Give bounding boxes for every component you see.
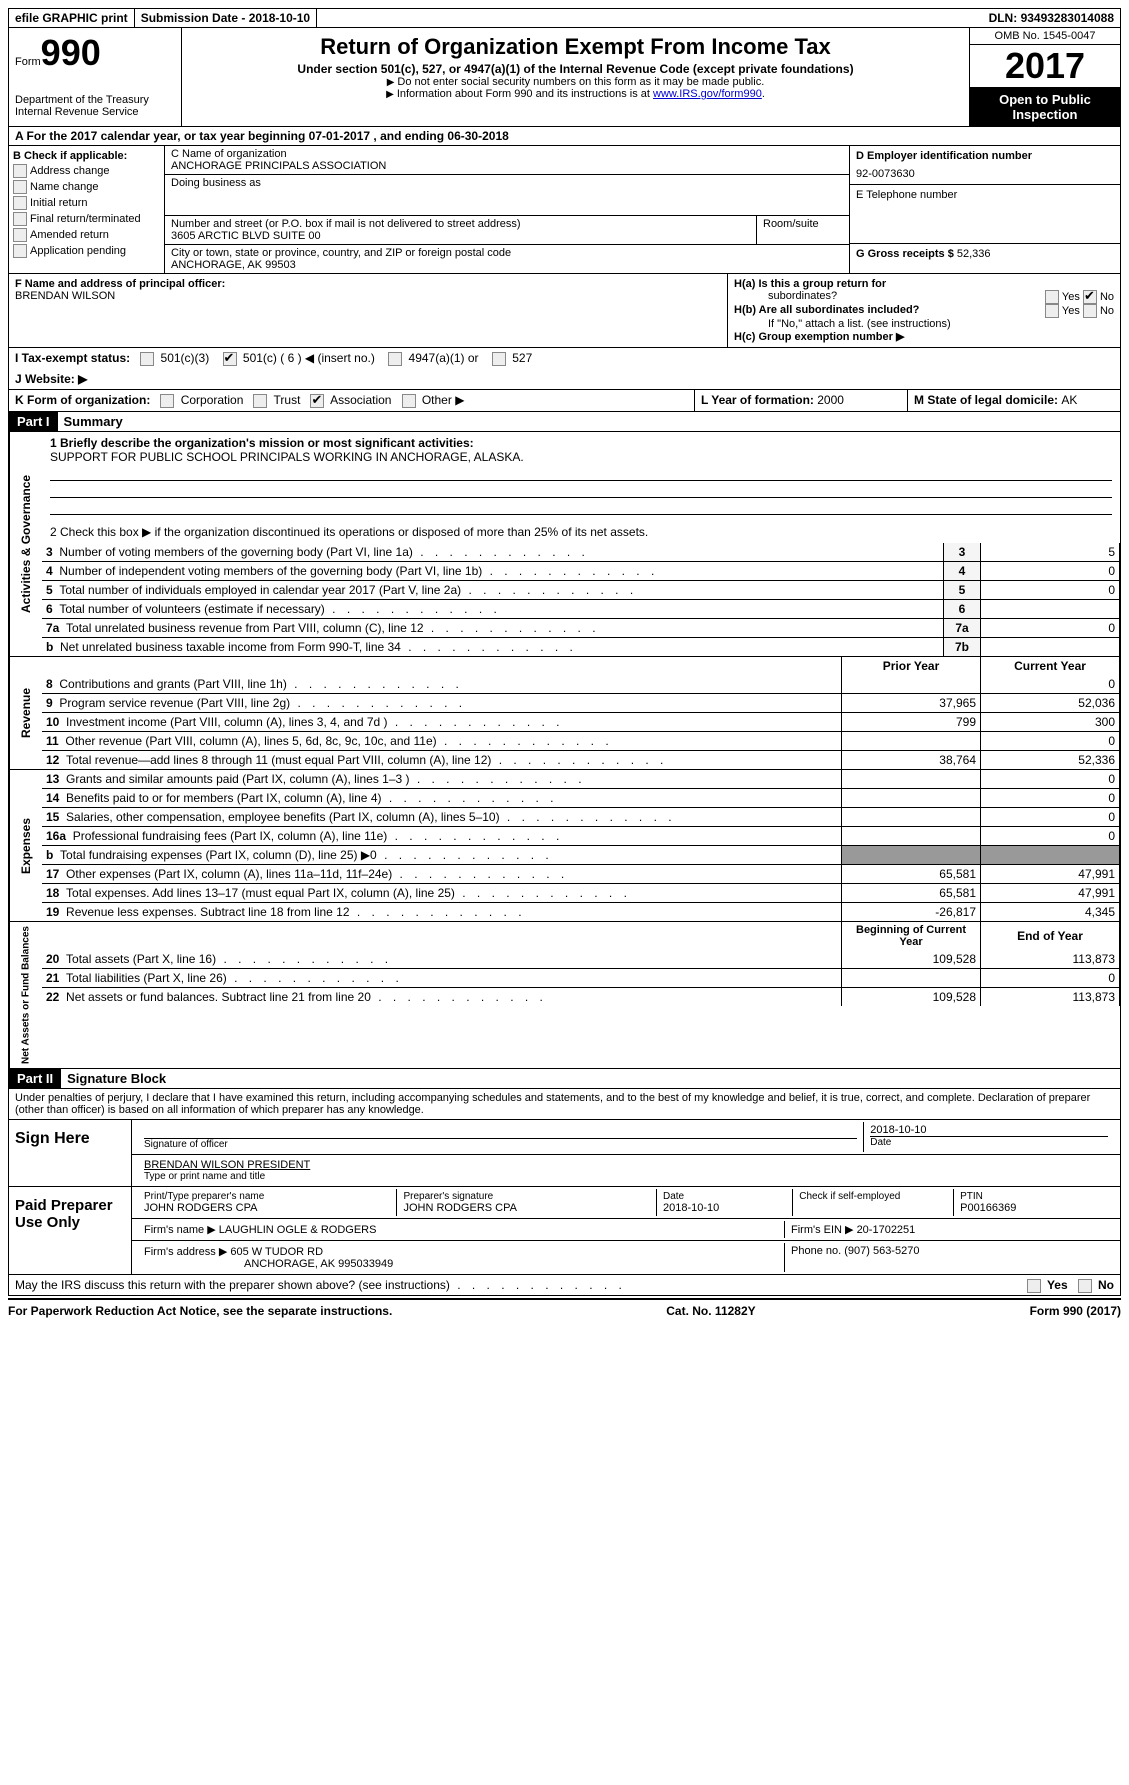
gross-receipts: 52,336	[957, 248, 991, 260]
cb-ha-no[interactable]	[1083, 290, 1097, 304]
col-b: B Check if applicable: Address change Na…	[9, 146, 165, 273]
col-h: H(a) Is this a group return for subordin…	[727, 274, 1120, 347]
cb-application-pending[interactable]	[13, 244, 27, 258]
part-i-header: Part ISummary	[8, 412, 1121, 432]
table-row: 15 Salaries, other compensation, employe…	[42, 807, 1120, 826]
table-row: 4 Number of independent voting members o…	[42, 561, 1120, 580]
officer-name: BRENDAN WILSON	[15, 290, 115, 302]
table-row: 8 Contributions and grants (Part VIII, l…	[42, 675, 1120, 694]
cb-527[interactable]	[492, 352, 506, 366]
form-number-box: Form990 Department of the Treasury Inter…	[9, 28, 182, 126]
col-c: C Name of organization ANCHORAGE PRINCIP…	[165, 146, 849, 273]
governance-table: 3 Number of voting members of the govern…	[42, 543, 1120, 656]
cb-name-change[interactable]	[13, 180, 27, 194]
table-row: 21 Total liabilities (Part X, line 26)0	[42, 968, 1120, 987]
table-row: 14 Benefits paid to or for members (Part…	[42, 788, 1120, 807]
form-header: Form990 Department of the Treasury Inter…	[8, 28, 1121, 127]
section-a: A For the 2017 calendar year, or tax yea…	[8, 127, 1121, 146]
row-j: J Website: ▶	[8, 369, 1121, 390]
part-ii-header: Part IISignature Block	[8, 1069, 1121, 1089]
year-box: OMB No. 1545-0047 2017 Open to Public In…	[969, 28, 1120, 126]
title-box: Return of Organization Exempt From Incom…	[182, 28, 969, 126]
row-k-l-m: K Form of organization: Corporation Trus…	[8, 390, 1121, 412]
table-row: 3 Number of voting members of the govern…	[42, 543, 1120, 562]
table-row: 10 Investment income (Part VIII, column …	[42, 712, 1120, 731]
page-footer: For Paperwork Reduction Act Notice, see …	[8, 1298, 1121, 1322]
table-row: 20 Total assets (Part X, line 16)109,528…	[42, 950, 1120, 969]
efile-label: efile GRAPHIC print	[9, 9, 135, 27]
table-row: b Net unrelated business taxable income …	[42, 637, 1120, 656]
cb-hb-no[interactable]	[1083, 304, 1097, 318]
table-row: 19 Revenue less expenses. Subtract line …	[42, 902, 1120, 921]
governance-block: Activities & Governance 1 Briefly descri…	[8, 432, 1121, 657]
revenue-table: Prior Year Current Year 8 Contributions …	[42, 657, 1120, 769]
table-row: 16a Professional fundraising fees (Part …	[42, 826, 1120, 845]
cb-501c[interactable]	[223, 352, 237, 366]
cb-corp[interactable]	[160, 394, 174, 408]
cb-other[interactable]	[402, 394, 416, 408]
cb-discuss-no[interactable]	[1078, 1279, 1092, 1293]
top-bar: efile GRAPHIC print Submission Date - 20…	[8, 8, 1121, 28]
cb-trust[interactable]	[253, 394, 267, 408]
table-row: 6 Total number of volunteers (estimate i…	[42, 599, 1120, 618]
signature-block: Sign Here Signature of officer 2018-10-1…	[8, 1120, 1121, 1275]
col-f: F Name and address of principal officer:…	[9, 274, 727, 347]
cb-501c3[interactable]	[140, 352, 154, 366]
row-i: I Tax-exempt status: 501(c)(3) 501(c) ( …	[8, 348, 1121, 369]
cb-final-return[interactable]	[13, 212, 27, 226]
cb-amended[interactable]	[13, 228, 27, 242]
table-row: 17 Other expenses (Part IX, column (A), …	[42, 864, 1120, 883]
table-row: 9 Program service revenue (Part VIII, li…	[42, 693, 1120, 712]
cb-initial-return[interactable]	[13, 196, 27, 210]
form-title: Return of Organization Exempt From Incom…	[192, 34, 959, 60]
city-state-zip: ANCHORAGE, AK 99503	[171, 259, 843, 271]
cb-ha-yes[interactable]	[1045, 290, 1059, 304]
table-row: 5 Total number of individuals employed i…	[42, 580, 1120, 599]
irs-link[interactable]: www.IRS.gov/form990	[653, 88, 762, 100]
ein: 92-0073630	[856, 168, 1114, 180]
table-row: 11 Other revenue (Part VIII, column (A),…	[42, 731, 1120, 750]
table-row: 18 Total expenses. Add lines 13–17 (must…	[42, 883, 1120, 902]
cb-4947[interactable]	[388, 352, 402, 366]
table-row: 22 Net assets or fund balances. Subtract…	[42, 987, 1120, 1006]
dln: DLN: 93493283014088	[983, 9, 1120, 27]
netassets-block: Net Assets or Fund Balances Beginning of…	[8, 922, 1121, 1069]
cb-hb-yes[interactable]	[1045, 304, 1059, 318]
mission-text: SUPPORT FOR PUBLIC SCHOOL PRINCIPALS WOR…	[50, 450, 524, 464]
table-row: 7a Total unrelated business revenue from…	[42, 618, 1120, 637]
netassets-table: Beginning of Current Year End of Year 20…	[42, 922, 1120, 1006]
street-address: 3605 ARCTIC BLVD SUITE 00	[171, 230, 750, 242]
cb-discuss-yes[interactable]	[1027, 1279, 1041, 1293]
col-d: D Employer identification number 92-0073…	[849, 146, 1120, 273]
table-row: 13 Grants and similar amounts paid (Part…	[42, 770, 1120, 789]
cb-assoc[interactable]	[310, 394, 324, 408]
info-block: B Check if applicable: Address change Na…	[8, 146, 1121, 274]
officer-printed-name: BRENDAN WILSON PRESIDENT	[144, 1159, 1108, 1171]
perjury-text: Under penalties of perjury, I declare th…	[8, 1089, 1121, 1120]
cb-address-change[interactable]	[13, 164, 27, 178]
revenue-block: Revenue Prior Year Current Year 8 Contri…	[8, 657, 1121, 770]
table-row: b Total fundraising expenses (Part IX, c…	[42, 845, 1120, 864]
expenses-block: Expenses 13 Grants and similar amounts p…	[8, 770, 1121, 922]
submission-date: Submission Date - 2018-10-10	[135, 9, 317, 27]
org-name: ANCHORAGE PRINCIPALS ASSOCIATION	[171, 160, 843, 172]
expenses-table: 13 Grants and similar amounts paid (Part…	[42, 770, 1120, 921]
row-f-h: F Name and address of principal officer:…	[8, 274, 1121, 348]
discuss-row: May the IRS discuss this return with the…	[8, 1275, 1121, 1296]
table-row: 12 Total revenue—add lines 8 through 11 …	[42, 750, 1120, 769]
